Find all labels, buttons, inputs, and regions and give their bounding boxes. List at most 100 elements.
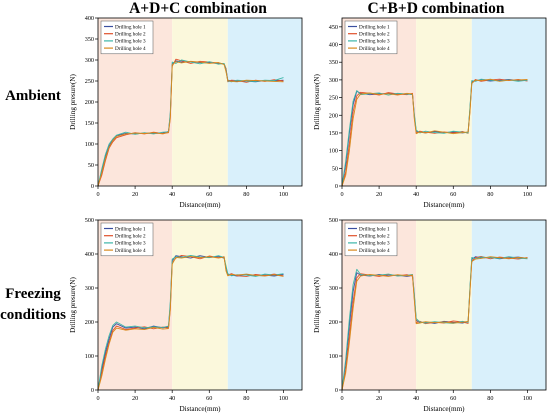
y-tick-label: 100	[329, 148, 338, 155]
x-tick-label: 100	[523, 191, 532, 198]
y-tick-label: 150	[85, 120, 94, 127]
y-tick-label: 350	[329, 59, 338, 66]
y-tick-label: 300	[85, 285, 94, 292]
series-line-4	[341, 78, 528, 187]
chart-freezing-cbd: 0 20 40 60 80 100 0 100 200 300 400 500 Distance(mm)…	[313, 217, 547, 413]
y-tick-label: 100	[85, 141, 94, 148]
legend-label: Drilling hole 3	[115, 241, 146, 247]
y-axis-label: Drilling presure(N)	[313, 277, 321, 333]
x-tick-label: 0	[96, 395, 99, 402]
y-tick-label: 400	[85, 251, 94, 258]
zone-band-3	[227, 220, 302, 390]
legend-label: Drilling hole 1	[115, 226, 146, 232]
legend-label: Drilling hole 1	[359, 226, 390, 232]
x-tick-label: 100	[279, 191, 288, 198]
legend-label: Drilling hole 4	[359, 46, 390, 52]
legend-label: Drilling hole 1	[115, 24, 146, 30]
x-tick-label: 0	[340, 191, 343, 198]
y-axis-label: Drilling presure(N)	[313, 74, 321, 130]
y-tick-label: 250	[329, 95, 338, 102]
y-tick-label: 50	[332, 165, 338, 172]
column-title-right: C+B+D combination	[367, 0, 505, 17]
y-tick-label: 200	[85, 319, 94, 326]
y-tick-label: 400	[329, 251, 338, 258]
plot-frame	[341, 17, 547, 187]
zone-band-2	[416, 220, 472, 390]
x-tick-label: 20	[376, 191, 382, 198]
x-tick-label: 100	[279, 395, 288, 402]
x-tick-label: 20	[132, 191, 138, 198]
y-tick-label: 0	[91, 387, 94, 394]
y-tick-label: 350	[85, 36, 94, 43]
x-tick-label: 0	[96, 191, 99, 198]
y-tick-label: 0	[335, 183, 338, 190]
y-tick-label: 0	[91, 183, 94, 190]
x-tick-label: 40	[413, 395, 419, 402]
x-tick-label: 80	[243, 191, 249, 198]
legend-label: Drilling hole 3	[115, 39, 146, 45]
y-tick-label: 300	[329, 77, 338, 84]
legend-label: Drilling hole 2	[359, 32, 390, 38]
zone-band-3	[471, 18, 546, 186]
legend-label: Drilling hole 4	[115, 46, 146, 52]
y-tick-label: 0	[335, 387, 338, 394]
x-tick-label: 60	[450, 191, 456, 198]
plot-frame	[97, 219, 303, 391]
x-tick-label: 80	[243, 395, 249, 402]
zone-band-2	[172, 220, 228, 390]
y-tick-label: 300	[329, 285, 338, 292]
x-tick-label: 40	[413, 191, 419, 198]
y-tick-label: 400	[85, 15, 94, 22]
series-line-4	[97, 255, 284, 391]
x-tick-label: 20	[376, 395, 382, 402]
y-axis-label: Drilling presure(N)	[69, 74, 77, 130]
x-tick-label: 80	[487, 395, 493, 402]
y-tick-label: 200	[329, 319, 338, 326]
y-tick-label: 200	[85, 99, 94, 106]
legend-label: Drilling hole 2	[115, 32, 146, 38]
y-tick-label: 500	[85, 217, 94, 224]
zone-band-3	[471, 220, 546, 390]
x-tick-label: 40	[169, 191, 175, 198]
x-axis-label: Distance(mm)	[179, 405, 221, 413]
chart-ambient-cbd: 0 20 40 60 80 100 0 50 100 150 200 250 300 350 400 450 D…	[313, 17, 547, 209]
x-tick-label: 40	[169, 395, 175, 402]
x-axis-label: Distance(mm)	[423, 405, 465, 413]
x-tick-label: 80	[487, 191, 493, 198]
legend-label: Drilling hole 3	[359, 39, 390, 45]
y-tick-label: 100	[329, 353, 338, 360]
series-line-4	[97, 60, 284, 187]
y-tick-label: 300	[85, 57, 94, 64]
column-title-left: A+D+C combination	[129, 0, 267, 17]
legend-label: Drilling hole 4	[359, 248, 390, 254]
legend-label: Drilling hole 4	[115, 248, 146, 254]
y-tick-label: 50	[88, 162, 94, 169]
y-tick-label: 150	[329, 130, 338, 137]
legend-label: Drilling hole 2	[115, 234, 146, 240]
row-title-freezing: Freezing conditions	[0, 286, 66, 323]
y-tick-label: 250	[85, 78, 94, 85]
zone-band-3	[227, 18, 302, 186]
chart-ambient-adc: 0 20 40 60 80 100 0 50 100 150 200 250 300 350 400 Dist…	[69, 15, 303, 209]
x-axis-label: Distance(mm)	[179, 201, 221, 209]
y-axis-label: Drilling presure(N)	[69, 277, 77, 333]
zone-band-2	[416, 18, 472, 186]
legend-label: Drilling hole 2	[359, 234, 390, 240]
y-tick-label: 100	[85, 353, 94, 360]
x-axis-label: Distance(mm)	[423, 201, 465, 209]
series-line-2	[97, 58, 284, 187]
x-tick-label: 100	[523, 395, 532, 402]
x-tick-label: 60	[450, 395, 456, 402]
x-tick-label: 60	[206, 395, 212, 402]
plot-frame	[341, 219, 547, 391]
y-tick-label: 500	[329, 217, 338, 224]
y-tick-label: 200	[329, 112, 338, 119]
row-title-ambient: Ambient	[5, 88, 61, 104]
x-tick-label: 20	[132, 395, 138, 402]
y-tick-label: 450	[329, 24, 338, 31]
series-line-4	[341, 256, 528, 391]
legend-label: Drilling hole 3	[359, 241, 390, 247]
chart-freezing-adc: 0 20 40 60 80 100 0 100 200 300 400 500 Distance(mm)…	[69, 217, 303, 413]
series-line-3	[97, 59, 284, 187]
legend-label: Drilling hole 1	[359, 24, 390, 30]
